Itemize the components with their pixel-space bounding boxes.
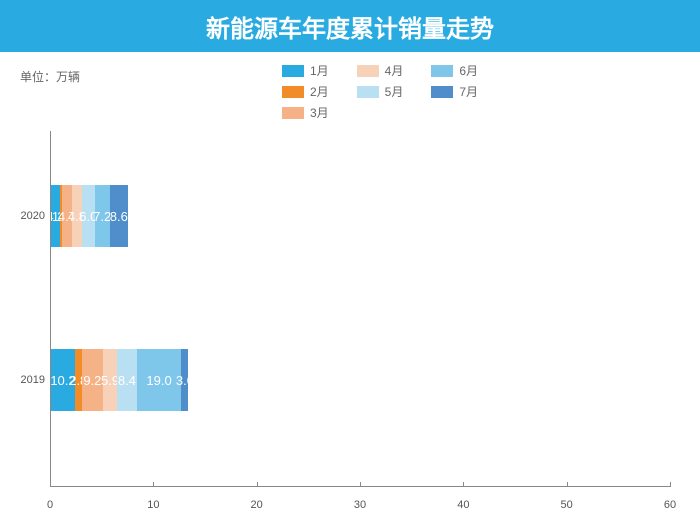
legend-item: 6月: [431, 62, 478, 79]
bar-segment: 9.2: [82, 349, 104, 411]
y-category-label: 2020: [11, 210, 45, 222]
bar-segment: 8.4: [117, 349, 137, 411]
x-tick-mark: [50, 482, 51, 487]
legend-swatch: [431, 86, 453, 98]
legend-label: 5月: [385, 83, 404, 100]
bar-segment: 8.6: [110, 185, 128, 247]
bar-row: 10.22.89.25.98.419.03.0: [51, 349, 192, 411]
x-tick-label: 40: [457, 499, 469, 511]
legend-swatch: [282, 65, 304, 77]
legend-column: 6月7月: [431, 62, 478, 121]
legend-label: 4月: [385, 62, 404, 79]
legend-item: 4月: [357, 62, 404, 79]
legend-label: 7月: [459, 83, 478, 100]
bar-segment: 2.8: [75, 349, 82, 411]
x-tick-label: 10: [147, 499, 159, 511]
legend-item: 3月: [282, 104, 329, 121]
x-tick-mark: [257, 482, 258, 487]
unit-label: 单位：万辆: [20, 68, 80, 85]
x-tick-mark: [153, 482, 154, 487]
legend-swatch: [282, 107, 304, 119]
legend-swatch: [357, 65, 379, 77]
bars-layer: 20204.21.04.74.86.07.28.6201910.22.89.25…: [51, 131, 670, 487]
bar-segment: 7.2: [95, 185, 110, 247]
x-tick-label: 20: [251, 499, 263, 511]
legend-column: 1月 2月 3月: [282, 62, 329, 121]
y-category-label: 2019: [11, 374, 45, 386]
x-tick-label: 0: [47, 499, 53, 511]
legend-swatch: [431, 65, 453, 77]
legend-item: 1月: [282, 62, 329, 79]
x-tick-mark: [360, 482, 361, 487]
chart-container: 新能源车年度累计销量走势 单位：万辆 1月2月3月4月5月6月7月 20204.…: [0, 0, 700, 525]
legend-label: 1月: [310, 62, 329, 79]
x-tick-mark: [567, 482, 568, 487]
legend-columns: 1月2月3月4月5月6月7月: [282, 62, 478, 121]
x-tick-mark: [670, 482, 671, 487]
legend-item: 2月: [282, 83, 329, 100]
bar-segment: 3.0: [181, 349, 188, 411]
bar-segment: 5.9: [103, 349, 117, 411]
bar-row: 4.21.04.74.86.07.28.6: [51, 185, 178, 247]
y-axis: [50, 131, 51, 487]
chart-title: 新能源车年度累计销量走势: [0, 0, 700, 52]
legend: 1月2月3月4月5月6月7月: [80, 62, 680, 121]
legend-label: 2月: [310, 83, 329, 100]
plot-area: 20204.21.04.74.86.07.28.6201910.22.89.25…: [50, 131, 670, 511]
chart-header: 单位：万辆 1月2月3月4月5月6月7月: [0, 52, 700, 127]
bar-segment: 19.0: [137, 349, 182, 411]
x-tick-mark: [463, 482, 464, 487]
x-tick-label: 30: [354, 499, 366, 511]
legend-swatch: [357, 86, 379, 98]
legend-column: 4月5月: [357, 62, 404, 121]
legend-item: 7月: [431, 83, 478, 100]
legend-label: 3月: [310, 104, 329, 121]
x-tick-label: 50: [561, 499, 573, 511]
legend-item: 5月: [357, 83, 404, 100]
x-tick-label: 60: [664, 499, 676, 511]
legend-swatch: [282, 86, 304, 98]
legend-label: 6月: [459, 62, 478, 79]
